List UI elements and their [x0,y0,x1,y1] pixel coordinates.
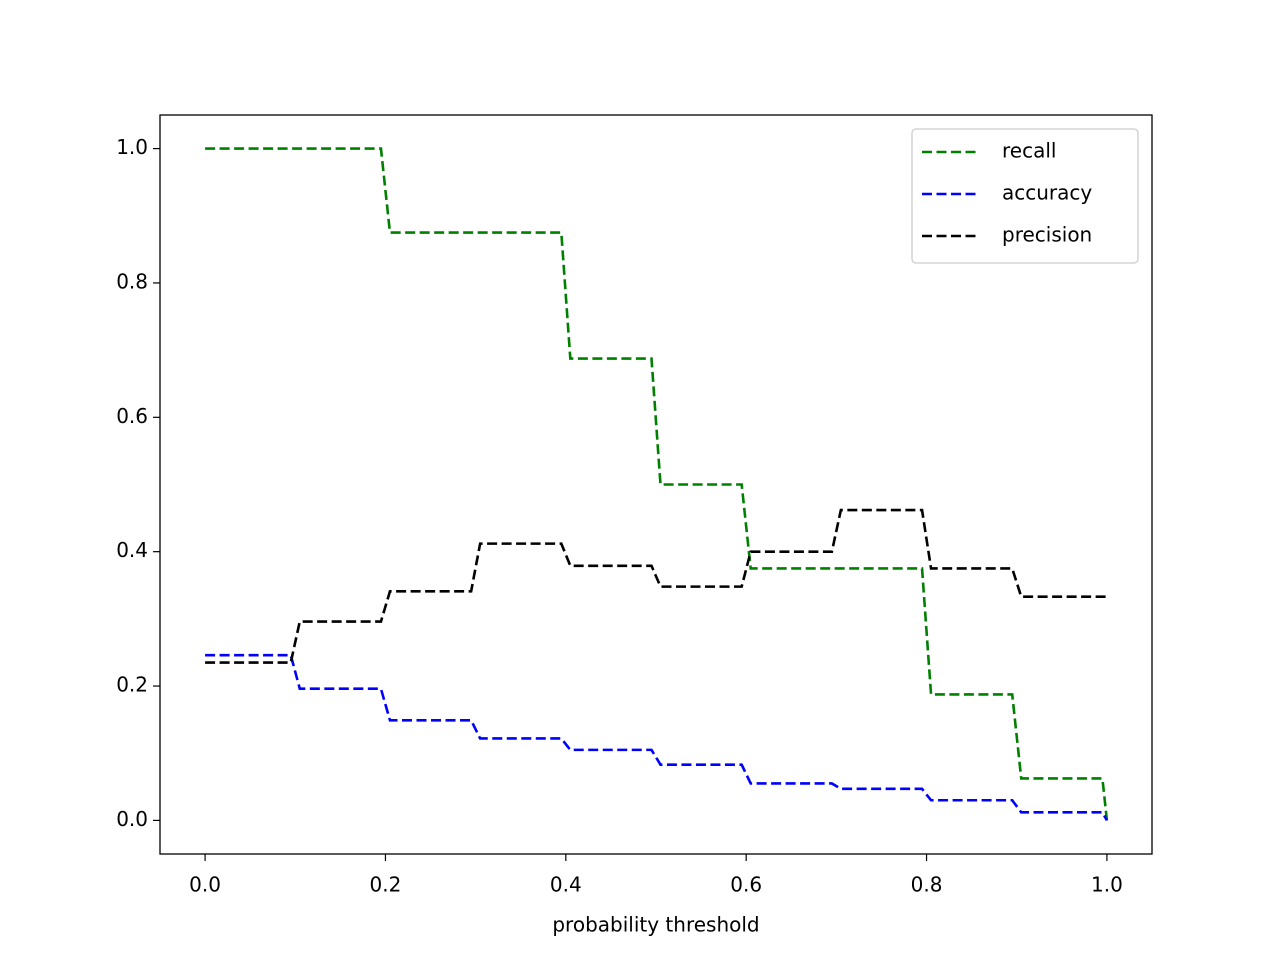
y-tick-label: 0.8 [116,269,148,293]
series-line [205,653,1109,822]
x-tick-label: 0.8 [911,873,943,897]
x-tick-label: 0.6 [730,873,762,897]
legend-box [911,128,1139,264]
plot-frame [159,114,1153,855]
y-tick-label: 0.4 [116,538,148,562]
y-tick-label: 0.6 [116,404,148,428]
y-tick-label: 0.0 [116,807,148,831]
legend-label: precision [1002,223,1092,247]
x-tick-label: 0.4 [550,873,582,897]
series-line [205,147,1109,821]
legend-label: recall [1002,139,1056,163]
series-line [205,508,1107,664]
y-tick-label: 0.2 [116,673,148,697]
x-tick-label: 0.0 [189,873,221,897]
x-axis-label: probability threshold [552,913,759,937]
x-tick-label: 1.0 [1091,873,1123,897]
x-tick-label: 0.2 [370,873,402,897]
legend-label: accuracy [1002,181,1092,205]
y-tick-label: 1.0 [116,135,148,159]
